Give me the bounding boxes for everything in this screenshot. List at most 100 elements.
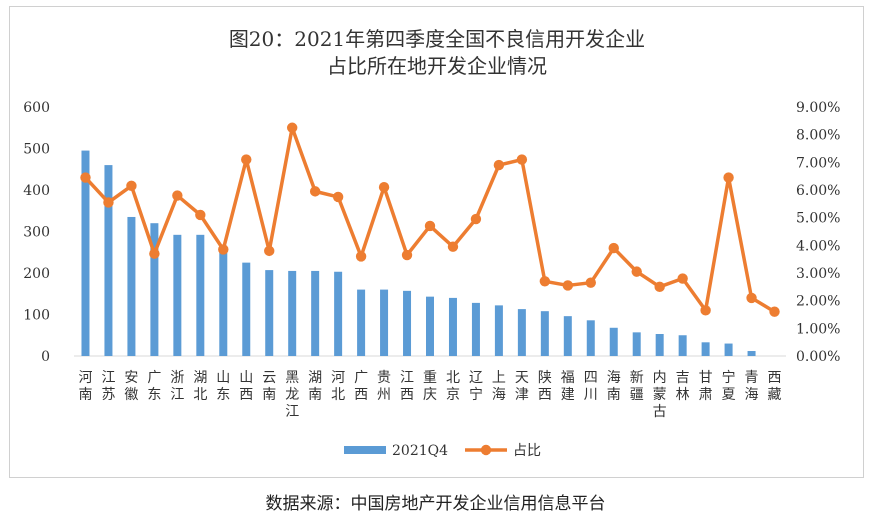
- category-label-char: 湖: [193, 370, 207, 386]
- category-label-char: 重: [423, 370, 437, 386]
- category-label-char: 贵: [377, 370, 391, 386]
- line-point: [470, 213, 482, 225]
- category-label-char: 南: [308, 387, 322, 403]
- line-point: [264, 245, 275, 257]
- left-tick-label: 300: [23, 225, 50, 241]
- bar: [655, 334, 664, 356]
- bar: [265, 270, 274, 356]
- category-label-char: 西: [768, 370, 782, 386]
- right-tick-label: 6.00%: [796, 183, 840, 199]
- legend-line-label: 占比: [513, 443, 541, 459]
- legend-line-marker: [480, 444, 492, 456]
- category-label-char: 西: [538, 387, 552, 403]
- bar: [288, 270, 297, 356]
- line-point: [126, 180, 137, 192]
- bar: [150, 223, 159, 356]
- bar: [311, 270, 320, 356]
- category-label-char: 宁: [469, 386, 483, 403]
- line-point: [585, 277, 596, 288]
- bar: [81, 150, 90, 356]
- line-point: [80, 172, 91, 183]
- category-label-char: 古: [653, 404, 667, 420]
- bar: [747, 351, 756, 356]
- category-label-char: 江: [170, 387, 184, 403]
- left-tick-label: 500: [23, 142, 50, 158]
- bar: [609, 327, 618, 356]
- category-label-char: 江: [400, 370, 414, 386]
- line-point: [700, 305, 711, 316]
- line-point: [103, 197, 114, 208]
- chart-title-line: 占比所在地开发企业情况: [327, 54, 547, 78]
- category-label-char: 川: [584, 387, 598, 403]
- bar: [403, 290, 412, 356]
- category-label-char: 西: [400, 387, 414, 403]
- legend-bar-label: 2021Q4: [392, 443, 448, 459]
- category-label-char: 广: [147, 370, 161, 386]
- category-label-char: 广: [354, 370, 368, 386]
- bar: [678, 335, 687, 356]
- category-label-char: 南: [607, 387, 621, 403]
- right-tick-label: 4.00%: [796, 238, 840, 254]
- bar: [701, 342, 710, 356]
- bar: [517, 309, 526, 356]
- line-point: [746, 292, 757, 304]
- chart-frame: 图20：2021年第四季度全国不良信用开发企业 占比所在地开发企业情况 0 100 2…: [9, 6, 864, 478]
- category-label-char: 北: [331, 387, 345, 403]
- category-label-char: 苏: [101, 387, 115, 403]
- bar: [448, 297, 457, 356]
- category-label-char: 云: [262, 370, 276, 386]
- bar: [334, 271, 343, 356]
- category-label-char: 建: [561, 387, 575, 403]
- category-label-char: 安: [124, 370, 138, 386]
- bar: [632, 332, 641, 356]
- bar: [380, 289, 389, 356]
- category-label-char: 湖: [308, 370, 322, 386]
- line-point: [332, 191, 344, 203]
- category-label-char: 江: [101, 370, 115, 386]
- category-label-char: 西: [239, 387, 253, 403]
- right-tick-label: 7.00%: [796, 155, 840, 171]
- right-tick-label: 9.00%: [796, 100, 840, 116]
- right-axis-ticks: 0.00% 1.00% 2.00% 3.00% 4.00% 5.00% 6.00% 7.00%…: [796, 100, 840, 365]
- line-point: [286, 122, 298, 133]
- bar: [219, 250, 228, 356]
- category-label-char: 京: [446, 387, 460, 403]
- line-point: [631, 266, 642, 277]
- category-label-char: 河: [331, 370, 345, 386]
- line-point: [424, 220, 436, 232]
- category-label-char: 青: [745, 370, 759, 386]
- line-point: [355, 251, 367, 262]
- category-label-char: 南: [262, 387, 276, 403]
- bar: [586, 320, 595, 356]
- legend: 2021Q4 占比: [344, 443, 541, 459]
- line-point: [769, 306, 780, 317]
- category-label-char: 海: [607, 370, 621, 386]
- line-point: [654, 281, 665, 293]
- category-label-char: 上: [492, 370, 506, 386]
- bar: [471, 302, 480, 356]
- category-label-char: 藏: [768, 387, 782, 403]
- bar: [724, 343, 733, 356]
- left-axis-ticks: 0 100 200 300 400 500 600: [23, 100, 50, 365]
- category-label-char: 疆: [630, 387, 644, 403]
- category-label-char: 黑: [285, 370, 299, 386]
- right-tick-label: 3.00%: [796, 266, 840, 282]
- left-tick-label: 600: [23, 100, 50, 116]
- category-label-char: 东: [216, 387, 230, 403]
- line-point: [562, 280, 574, 291]
- category-label-char: 江: [285, 404, 299, 420]
- category-label-char: 北: [193, 387, 207, 403]
- category-label-char: 浙: [170, 370, 184, 386]
- right-tick-label: 0.00%: [796, 349, 840, 365]
- bar: [104, 165, 113, 356]
- line-point: [447, 241, 459, 252]
- right-tick-label: 1.00%: [796, 321, 840, 337]
- category-label-char: 新: [630, 370, 644, 386]
- category-label-char: 山: [239, 370, 253, 386]
- category-label-char: 津: [515, 387, 529, 403]
- right-tick-label: 5.00%: [796, 211, 840, 227]
- category-label-char: 肃: [699, 387, 713, 403]
- line-point: [378, 182, 390, 193]
